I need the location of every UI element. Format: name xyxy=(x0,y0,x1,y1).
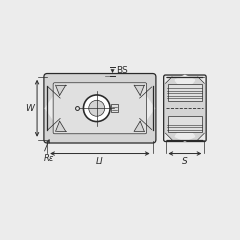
Bar xyxy=(111,104,118,112)
FancyBboxPatch shape xyxy=(53,83,147,134)
Polygon shape xyxy=(198,77,204,83)
Polygon shape xyxy=(166,133,172,140)
Text: Rε: Rε xyxy=(43,155,54,163)
FancyBboxPatch shape xyxy=(44,73,156,143)
Polygon shape xyxy=(134,121,144,131)
Polygon shape xyxy=(198,133,204,140)
Wedge shape xyxy=(45,97,59,120)
Bar xyxy=(168,116,202,132)
Text: S: S xyxy=(182,157,188,166)
Wedge shape xyxy=(175,75,195,86)
Polygon shape xyxy=(55,121,66,131)
Text: BS: BS xyxy=(116,66,128,75)
Polygon shape xyxy=(55,85,66,95)
Circle shape xyxy=(84,95,110,122)
FancyBboxPatch shape xyxy=(164,75,206,142)
Wedge shape xyxy=(141,97,154,120)
Circle shape xyxy=(89,100,105,116)
Wedge shape xyxy=(175,131,195,141)
Text: W: W xyxy=(25,104,34,113)
Polygon shape xyxy=(134,85,144,95)
Text: LI: LI xyxy=(96,157,104,166)
Bar xyxy=(168,84,202,101)
Polygon shape xyxy=(166,77,172,83)
